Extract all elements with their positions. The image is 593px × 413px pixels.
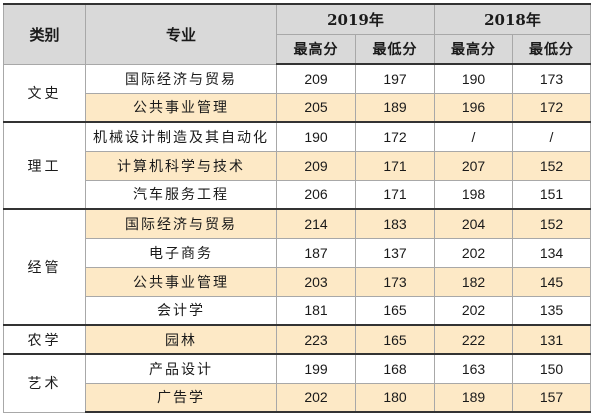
major-cell: 产品设计 <box>85 353 277 384</box>
major-cell: 公共事业管理 <box>85 266 277 297</box>
min-2019-cell: 171 <box>355 150 435 181</box>
max-2018-cell: 207 <box>434 150 513 181</box>
max-2019-cell: 190 <box>276 121 356 152</box>
max-2018-cell: 182 <box>434 266 513 297</box>
table-body: 文史 国际经济与贸易 209 197 190 173 公共事业管理 205 189 196 172 理… <box>3 63 591 413</box>
min-2018-cell: 152 <box>512 208 591 239</box>
max-2019-cell: 214 <box>276 208 356 239</box>
major-cell: 国际经济与贸易 <box>85 208 277 239</box>
min-2018-cell: 135 <box>512 295 591 326</box>
max-2018-cell: 202 <box>434 295 513 326</box>
max-2018-cell: 202 <box>434 237 513 268</box>
min-2019-header: 最低分 <box>355 33 435 65</box>
min-2019-cell: 137 <box>355 237 435 268</box>
category-cell: 艺术 <box>3 353 86 413</box>
table-row: 汽车服务工程 206 171 198 151 <box>4 179 591 210</box>
major-header: 专业 <box>85 3 277 65</box>
min-2018-cell: / <box>512 121 591 152</box>
table-row: 艺术 产品设计 199 168 163 150 <box>3 353 591 413</box>
max-2019-cell: 199 <box>276 353 356 384</box>
header-row-scores: 最高分 最低分 最高分 最低分 <box>4 33 591 65</box>
min-2019-cell: 172 <box>355 121 435 152</box>
major-cell: 汽车服务工程 <box>85 179 277 210</box>
min-2018-cell: 152 <box>512 150 591 181</box>
max-2019-cell: 181 <box>276 295 356 326</box>
min-2018-cell: 150 <box>512 353 591 384</box>
max-2019-cell: 209 <box>276 150 356 181</box>
table-row: 计算机科学与技术 209 171 207 152 <box>4 150 591 181</box>
min-2019-cell: 197 <box>355 63 435 94</box>
min-2018-cell: 172 <box>512 92 591 123</box>
max-2019-cell: 202 <box>276 382 356 413</box>
table-row: 公共事业管理 205 189 196 172 <box>4 92 591 123</box>
min-2018-header: 最低分 <box>512 33 591 65</box>
max-2019-cell: 206 <box>276 179 356 210</box>
major-cell: 电子商务 <box>85 237 277 268</box>
max-2018-cell: 189 <box>434 382 513 413</box>
major-cell: 园林 <box>85 324 277 355</box>
max-2018-cell: / <box>434 121 513 152</box>
table-row: 文史 国际经济与贸易 209 197 190 173 <box>3 63 591 123</box>
min-2018-cell: 134 <box>512 237 591 268</box>
max-2019-header: 最高分 <box>276 33 356 65</box>
table-row: 公共事业管理 203 173 182 145 <box>4 266 591 297</box>
min-2018-cell: 131 <box>512 324 591 355</box>
table-row: 农学 园林 223 165 222 131 <box>3 324 591 355</box>
category-cell: 理工 <box>3 121 86 210</box>
max-2019-cell: 209 <box>276 63 356 94</box>
table-row: 会计学 181 165 202 135 <box>4 295 591 326</box>
table-row: 理工 机械设计制造及其自动化 190 172// <box>3 121 591 210</box>
max-2018-cell: 222 <box>434 324 513 355</box>
max-2018-header: 最高分 <box>434 33 513 65</box>
min-2019-cell: 180 <box>355 382 435 413</box>
category-cell: 经管 <box>3 208 86 326</box>
year-2019-header: 2019年 <box>276 3 435 35</box>
max-2019-cell: 205 <box>276 92 356 123</box>
min-2018-cell: 151 <box>512 179 591 210</box>
category-cell: 农学 <box>3 324 86 355</box>
max-2018-cell: 190 <box>434 63 513 94</box>
min-2019-cell: 165 <box>355 324 435 355</box>
max-2019-cell: 187 <box>276 237 356 268</box>
max-2018-cell: 196 <box>434 92 513 123</box>
min-2018-cell: 173 <box>512 63 591 94</box>
max-2019-cell: 223 <box>276 324 356 355</box>
max-2019-cell: 203 <box>276 266 356 297</box>
max-2018-cell: 204 <box>434 208 513 239</box>
table-row: 电子商务 187 137 202 134 <box>4 237 591 268</box>
min-2019-cell: 168 <box>355 353 435 384</box>
min-2019-cell: 171 <box>355 179 435 210</box>
min-2019-cell: 165 <box>355 295 435 326</box>
admission-score-table: 类别 专业 2019年 2018年 最高分 最低分 最高分 最低分 文史 国际经济… <box>3 3 591 413</box>
min-2018-cell: 145 <box>512 266 591 297</box>
min-2018-cell: 157 <box>512 382 591 413</box>
major-cell: 国际经济与贸易 <box>85 63 277 94</box>
category-cell: 文史 <box>3 63 86 123</box>
major-cell: 广告学 <box>85 382 277 413</box>
max-2018-cell: 198 <box>434 179 513 210</box>
header-row-years: 类别 专业 2019年 2018年 <box>3 3 591 65</box>
major-cell: 会计学 <box>85 295 277 326</box>
table-row: 广告学 202 180 189 157 <box>4 382 591 413</box>
min-2019-cell: 173 <box>355 266 435 297</box>
min-2019-cell: 183 <box>355 208 435 239</box>
category-header: 类别 <box>3 3 86 65</box>
min-2019-cell: 189 <box>355 92 435 123</box>
major-cell: 机械设计制造及其自动化 <box>85 121 277 152</box>
major-cell: 计算机科学与技术 <box>85 150 277 181</box>
table-row: 经管 国际经济与贸易 214 183 204 152 <box>3 208 591 326</box>
year-2018-header: 2018年 <box>434 3 591 35</box>
major-cell: 公共事业管理 <box>85 92 277 123</box>
max-2018-cell: 163 <box>434 353 513 384</box>
